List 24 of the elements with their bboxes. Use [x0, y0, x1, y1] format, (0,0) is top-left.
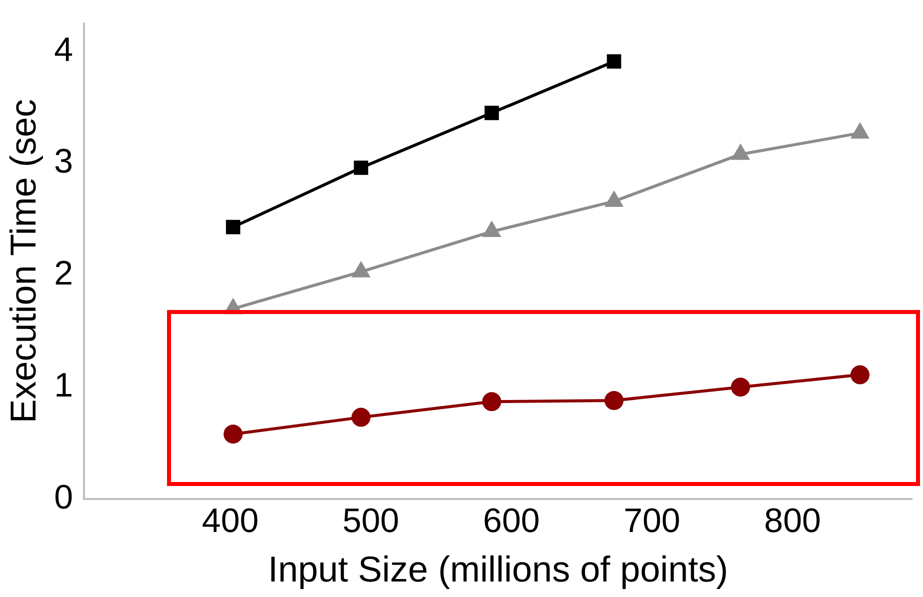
point — [732, 144, 749, 160]
point — [852, 124, 868, 139]
point — [483, 222, 500, 238]
point — [731, 378, 750, 397]
point — [352, 408, 371, 427]
x-tick-label: 400 — [202, 502, 259, 540]
point — [226, 220, 240, 234]
x-tick-label: 700 — [624, 502, 680, 540]
y-tick-label: 4 — [54, 30, 74, 69]
y-axis-title: Execution Time (sec — [2, 99, 44, 424]
x-tick-label: 800 — [764, 502, 821, 540]
y-tick-label: 0 — [54, 478, 74, 516]
point — [352, 262, 370, 278]
point — [850, 365, 870, 384]
point — [604, 391, 624, 410]
y-tick-label: 2 — [54, 254, 74, 293]
point — [606, 192, 622, 207]
point — [482, 392, 502, 412]
y-tick-label: 3 — [54, 142, 74, 181]
x-tick-label: 600 — [483, 502, 540, 540]
x-axis-title: Input Size (millions of points) — [268, 548, 728, 590]
y-tick-label: 1 — [54, 366, 74, 404]
x-tick-label: 500 — [342, 502, 400, 540]
point — [224, 424, 243, 444]
